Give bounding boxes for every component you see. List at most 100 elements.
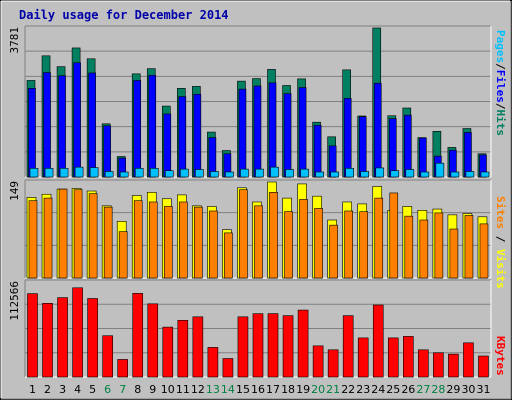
bar-files bbox=[464, 132, 472, 178]
bar-kbytes bbox=[478, 355, 489, 378]
bar-kbytes bbox=[207, 347, 219, 378]
bar-files bbox=[343, 98, 352, 178]
bar-kbytes bbox=[433, 352, 444, 378]
bar-kbytes bbox=[27, 293, 38, 378]
bar-sites bbox=[58, 188, 68, 279]
x-axis-day-labels: 1 2 3 4 5 6 7 8 9 10 11 12 13 14 15 16 17 18 19 20 21 22 23 24 2… bbox=[29, 383, 490, 396]
bar-files bbox=[103, 125, 111, 178]
bar-sites bbox=[479, 223, 489, 279]
bar-kbytes bbox=[237, 316, 249, 378]
bar-sites bbox=[133, 200, 143, 279]
bar-files bbox=[419, 137, 427, 178]
bar-files bbox=[28, 88, 36, 178]
x-tick-label: 25 bbox=[386, 383, 400, 396]
bar-sites bbox=[329, 224, 338, 279]
bar-pages bbox=[480, 171, 490, 178]
x-tick-label: 5 bbox=[89, 383, 96, 396]
bar-kbytes bbox=[297, 309, 309, 378]
x-tick-label: 10 bbox=[161, 383, 175, 396]
bar-kbytes bbox=[42, 303, 53, 378]
bar-sites bbox=[434, 212, 444, 279]
bar-sites bbox=[449, 228, 459, 279]
legend-part: Files bbox=[494, 70, 507, 103]
legend-part: / bbox=[494, 229, 507, 249]
bar-sites bbox=[148, 201, 158, 279]
bar-sites bbox=[464, 215, 474, 279]
bar-kbytes bbox=[252, 313, 264, 378]
x-tick-label: 6 bbox=[104, 383, 111, 396]
legend-part: / bbox=[494, 103, 507, 110]
bar-kbytes bbox=[312, 345, 324, 378]
bar-kbytes bbox=[357, 337, 369, 378]
bar-pages bbox=[29, 168, 39, 178]
bar-pages bbox=[255, 168, 264, 178]
bar-files bbox=[163, 113, 172, 178]
y-max-label: 3781 bbox=[8, 27, 21, 54]
bar-files bbox=[73, 62, 81, 178]
bar-sites bbox=[73, 189, 83, 279]
bar-pages bbox=[240, 168, 249, 178]
bar-kbytes bbox=[418, 349, 429, 378]
bar-files bbox=[298, 87, 307, 178]
x-tick-label: 22 bbox=[341, 383, 355, 396]
bar-files bbox=[148, 75, 157, 178]
bar-pages bbox=[210, 171, 219, 178]
x-tick-label: 3 bbox=[59, 383, 66, 396]
legend-part: Sites bbox=[494, 196, 507, 229]
bar-sites bbox=[194, 206, 203, 279]
bar-pages bbox=[195, 169, 204, 178]
x-tick-label: 23 bbox=[356, 383, 370, 396]
x-tick-label: 15 bbox=[236, 383, 250, 396]
bar-sites bbox=[103, 206, 113, 279]
bar-pages bbox=[74, 166, 84, 178]
bar-kbytes bbox=[87, 298, 98, 378]
bars bbox=[26, 27, 490, 178]
x-tick-label: 14 bbox=[221, 383, 235, 396]
bar-kbytes bbox=[177, 319, 189, 378]
bar-sites bbox=[88, 193, 98, 279]
bar-sites bbox=[254, 205, 263, 279]
bar-kbytes bbox=[162, 326, 174, 378]
y-max-label: 112566 bbox=[8, 281, 21, 321]
bar-files bbox=[178, 96, 187, 178]
bar-files bbox=[133, 80, 142, 178]
x-tick-label: 16 bbox=[251, 383, 265, 396]
bar-kbytes bbox=[463, 342, 474, 378]
bar-files bbox=[268, 82, 277, 178]
bar-pages bbox=[360, 171, 370, 178]
bar-kbytes bbox=[282, 315, 294, 378]
legend-part: Hits bbox=[494, 110, 507, 137]
bar-files bbox=[313, 124, 322, 178]
bar-sites bbox=[314, 208, 323, 279]
bar-files bbox=[208, 137, 217, 178]
x-tick-label: 24 bbox=[371, 383, 385, 396]
x-tick-label: 11 bbox=[176, 383, 190, 396]
panel-1: 3781 Pages/Files/Hits bbox=[8, 25, 507, 178]
series-legend-label: Sites / Visits bbox=[494, 196, 507, 289]
bar-sites bbox=[359, 211, 369, 279]
x-tick-label: 1 bbox=[29, 383, 36, 396]
bar-pages bbox=[270, 166, 279, 178]
bar-files bbox=[253, 85, 262, 178]
x-tick-label: 13 bbox=[206, 383, 220, 396]
bar-pages bbox=[345, 168, 354, 178]
x-tick-label: 4 bbox=[74, 383, 81, 396]
bar-pages bbox=[315, 171, 324, 178]
legend-part: Pages bbox=[494, 30, 507, 63]
bar-files bbox=[88, 72, 96, 178]
bar-files bbox=[358, 116, 367, 178]
bar-pages bbox=[420, 171, 430, 178]
bar-sites bbox=[344, 210, 353, 279]
bar-kbytes bbox=[222, 358, 234, 378]
bars bbox=[26, 181, 489, 279]
bar-sites bbox=[179, 201, 188, 279]
bar-kbytes bbox=[448, 353, 459, 378]
bar-pages bbox=[465, 171, 475, 178]
bar-sites bbox=[209, 210, 218, 279]
bar-pages bbox=[149, 168, 159, 178]
bar-sites bbox=[284, 211, 293, 279]
bar-pages bbox=[180, 168, 189, 178]
bar-files bbox=[404, 114, 412, 178]
